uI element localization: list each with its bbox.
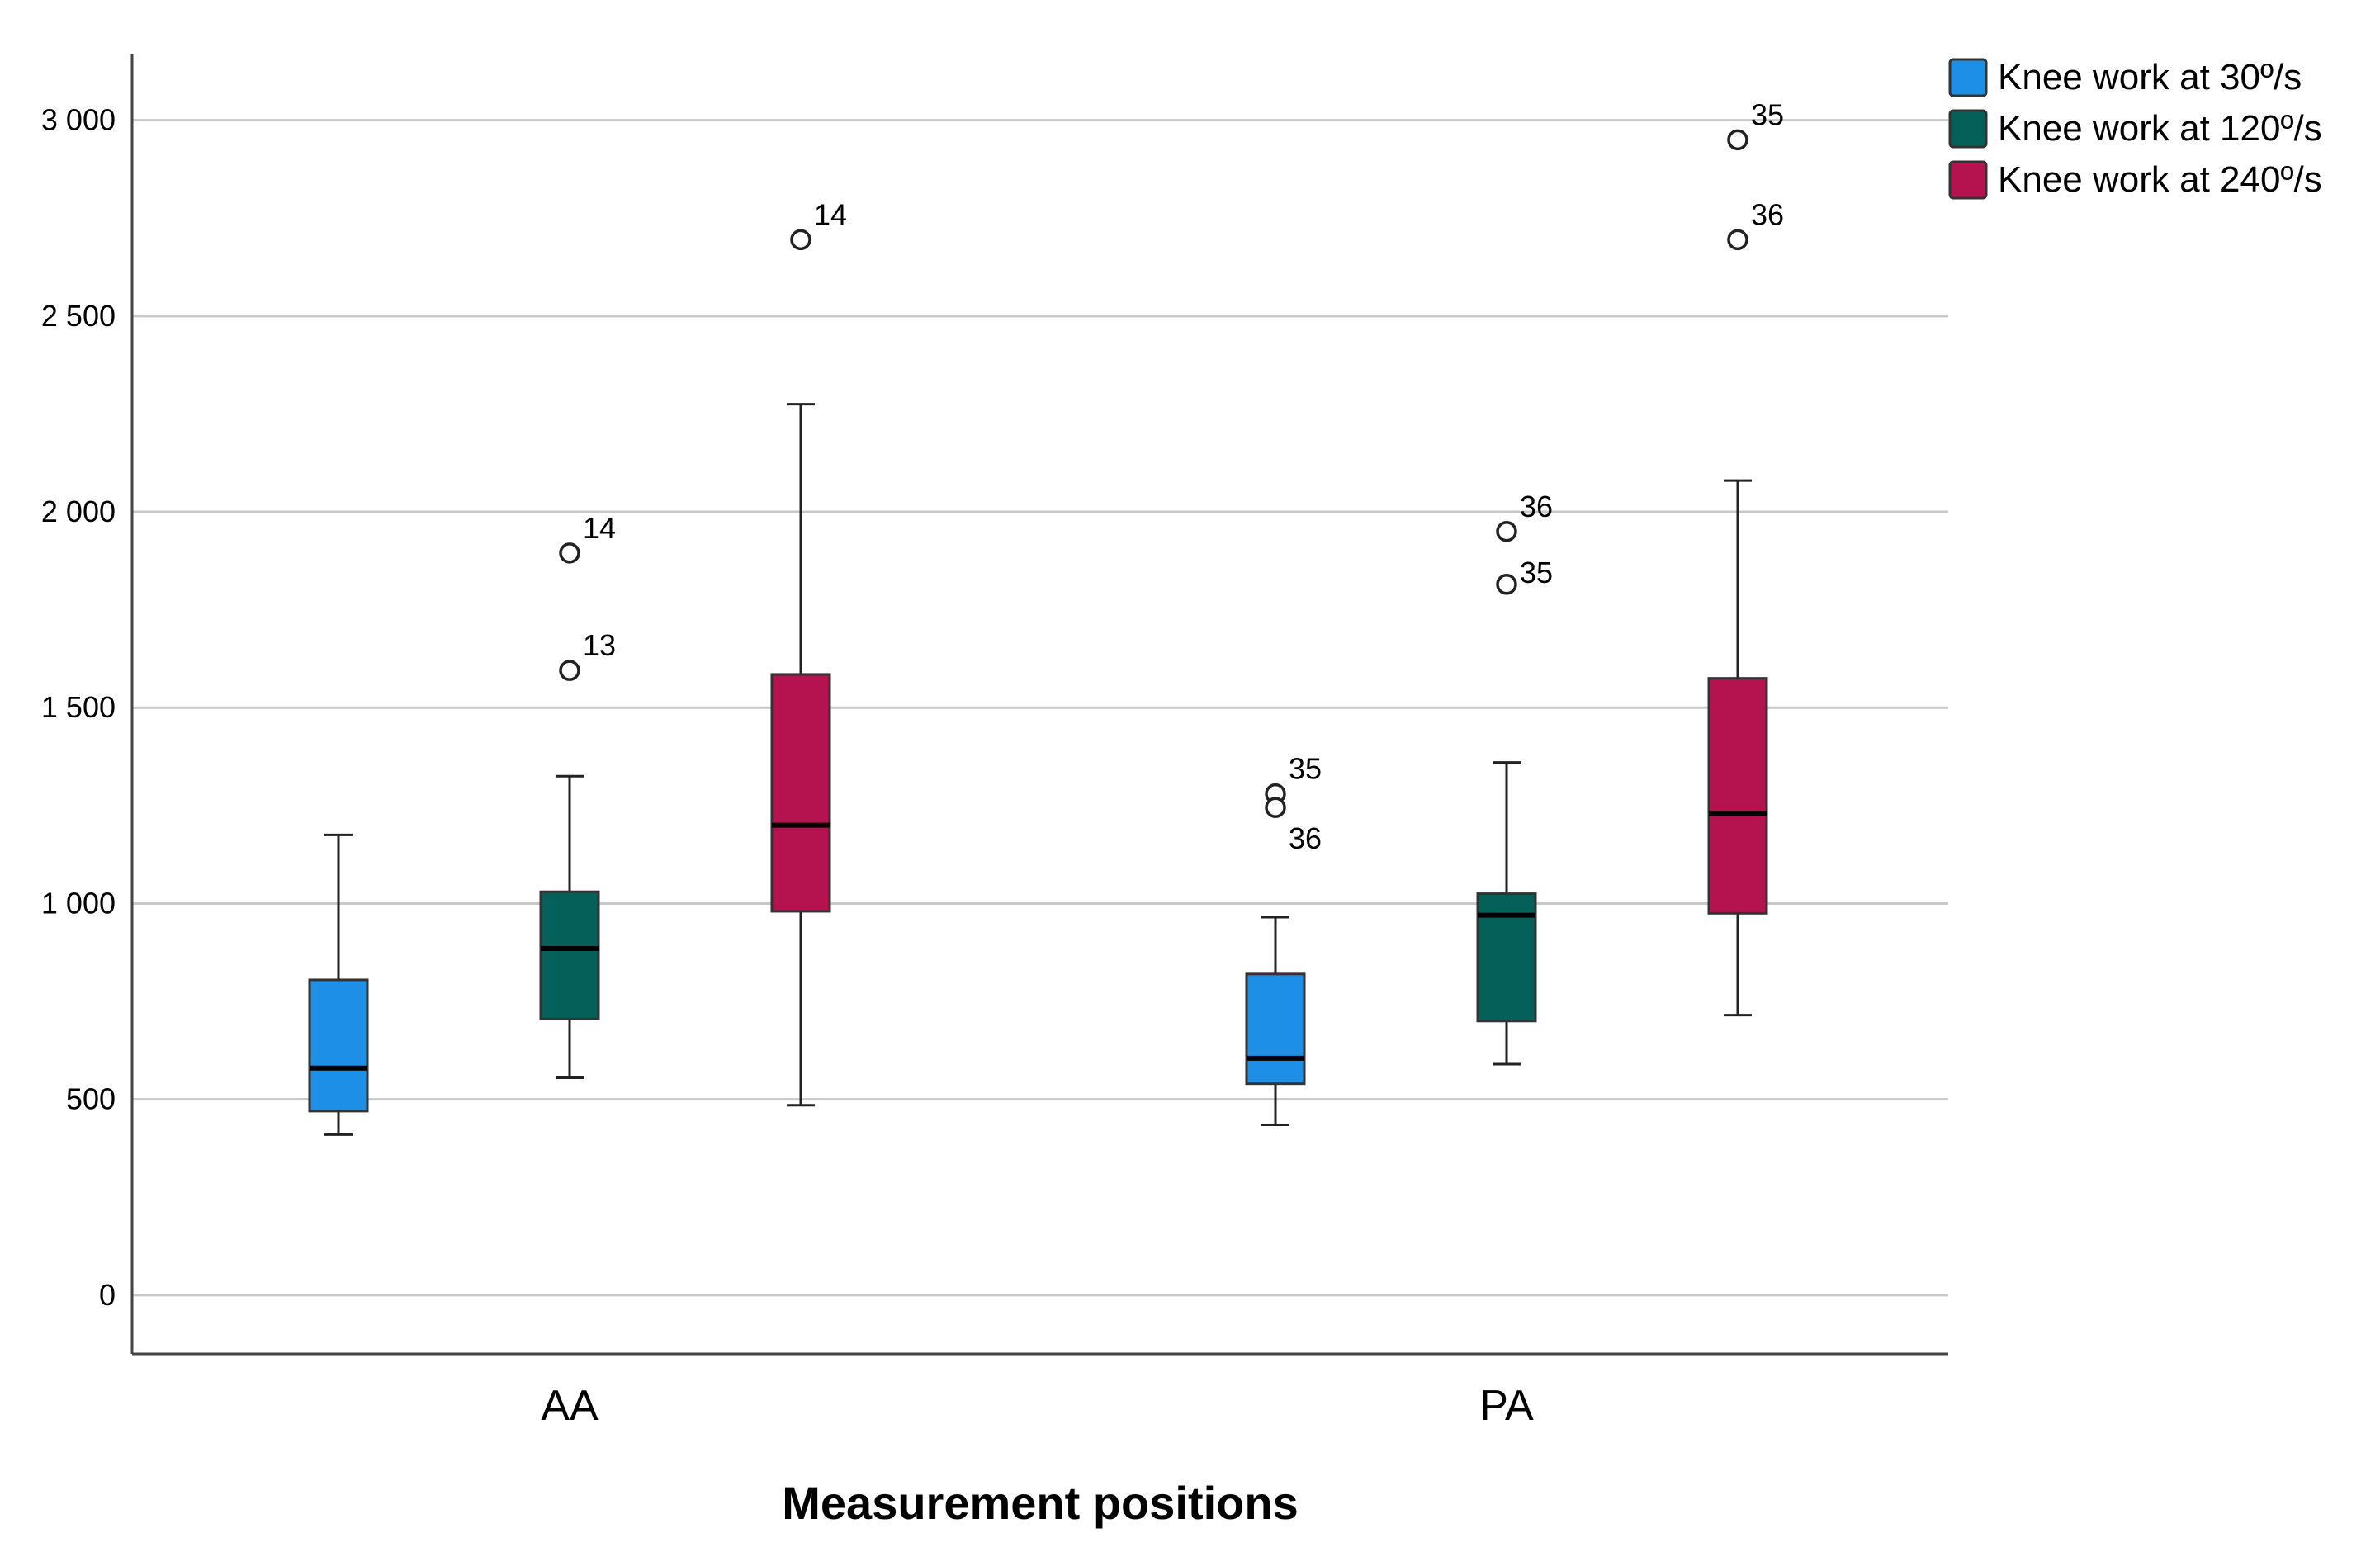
outlier-marker [1496, 521, 1517, 542]
outlier-label: 36 [1751, 197, 1784, 231]
legend-label: Knee work at 240º/s [1998, 159, 2322, 200]
legend-swatch [1948, 160, 1988, 200]
legend-label: Knee work at 120º/s [1998, 108, 2322, 149]
box-iqr [1707, 677, 1768, 915]
box-group: 36 35 [1476, 490, 1553, 1066]
box-group: 35 36 [1707, 97, 1784, 1017]
box-group: 14 [770, 197, 847, 1107]
box-group: 35 36 [1245, 752, 1322, 1126]
box-group: 14 13 [539, 511, 616, 1080]
y-tick-label: 2 000 [41, 494, 116, 528]
y-tick-label: 1 500 [41, 690, 116, 724]
box-iqr [1245, 972, 1306, 1086]
outlier-label: 36 [1289, 821, 1322, 855]
gridlines [132, 119, 1948, 1297]
outlier-label: 35 [1751, 97, 1784, 131]
legend-swatch [1948, 58, 1988, 97]
outlier-label: 13 [583, 628, 616, 662]
outlier-marker [559, 660, 580, 681]
outlier-marker [1727, 229, 1748, 251]
box-iqr [308, 978, 369, 1113]
y-axis-ticks: 0 500 1 000 1 500 2 000 2 500 3 000 [41, 103, 116, 1312]
outlier-marker [790, 229, 811, 251]
x-axis-categories: AA PA [541, 1382, 1534, 1430]
outlier-label: 36 [1520, 490, 1553, 523]
boxes: 35 36 14 13 36 35 14 35 36 [308, 97, 1784, 1136]
outlier-label: 35 [1520, 556, 1553, 589]
legend-swatch [1948, 109, 1988, 149]
y-tick-label: 1 000 [41, 886, 116, 920]
axes [130, 54, 1948, 1356]
box-iqr [539, 890, 600, 1020]
y-tick-label: 0 [99, 1278, 116, 1312]
x-category-label: PA [1479, 1382, 1534, 1430]
outlier-marker [1727, 129, 1748, 151]
box-group [308, 833, 369, 1136]
box-iqr [770, 673, 831, 913]
outlier-marker [559, 542, 580, 564]
legend: Knee work at 30º/s Knee work at 120º/s Kne… [1948, 57, 2322, 200]
y-tick-label: 3 000 [41, 103, 116, 137]
outlier-label: 14 [583, 511, 616, 545]
outlier-marker [1265, 797, 1286, 818]
y-tick-label: 2 500 [41, 299, 116, 333]
outlier-label: 35 [1289, 752, 1322, 786]
outlier-marker [1496, 574, 1517, 595]
x-axis-title: Measurement positions [782, 1477, 1298, 1529]
y-tick-label: 500 [66, 1082, 116, 1116]
outlier-label: 14 [814, 197, 847, 231]
legend-label: Knee work at 30º/s [1998, 57, 2302, 97]
x-category-label: AA [541, 1382, 599, 1430]
